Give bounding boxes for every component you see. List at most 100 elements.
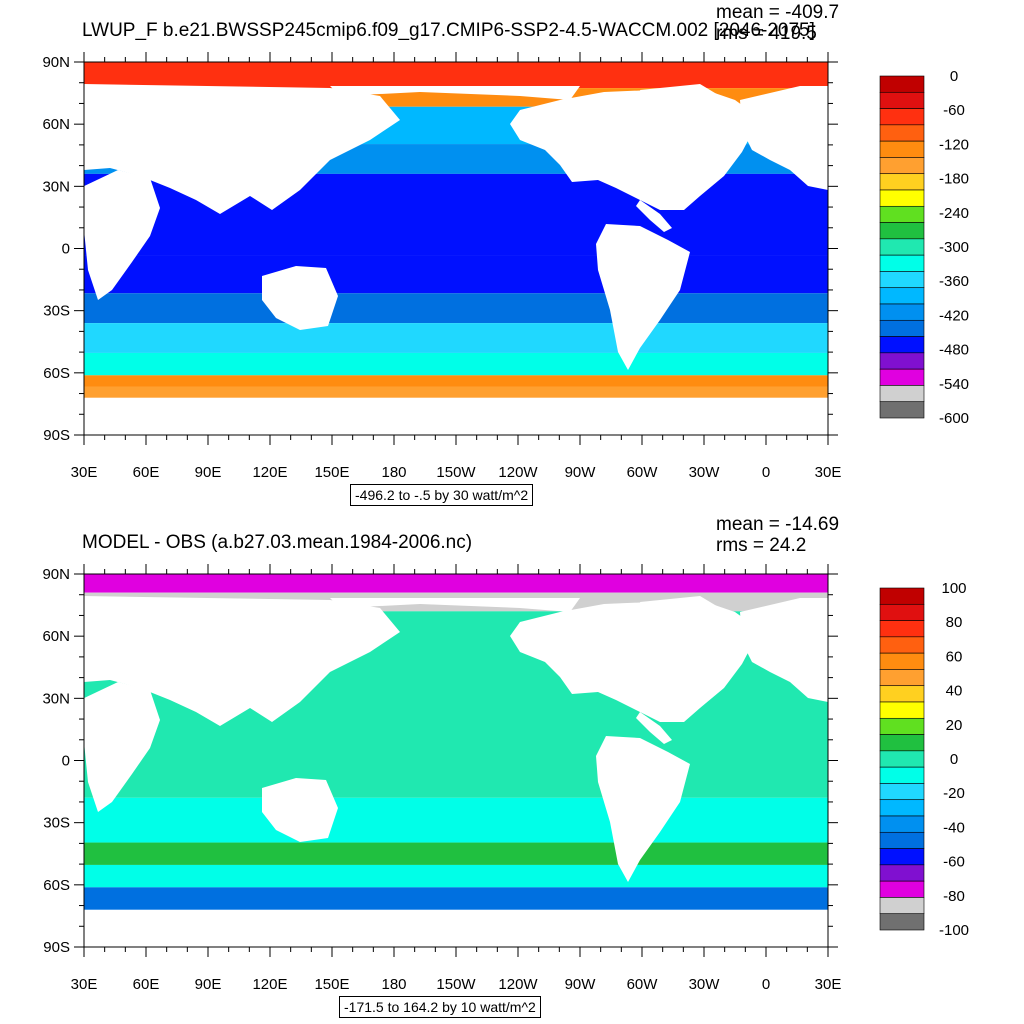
bottom-colorbar-swatch — [879, 880, 925, 898]
bottom-x-tick-label: 90W — [565, 976, 597, 993]
top-map-panel: 30E 60E 90E 120E 150E 180 150W 120W 90W 60W 30W 0 30… — [42, 2, 969, 506]
top-x-tick-label: 120W — [498, 464, 538, 481]
bottom-x-tick-label: 120W — [498, 976, 538, 993]
bottom-colorbar-swatch — [879, 587, 925, 605]
top-colorbar-swatch — [879, 401, 925, 419]
top-map-svg: 30E 60E 90E 120E 150E 180 150W 120W 90W 60W 30W 0 30… — [42, 52, 969, 481]
top-colorbar-label: 0 — [950, 68, 958, 85]
bottom-x-tick-label: 60W — [627, 976, 659, 993]
top-range-box: -496.2 to -.5 by 30 watt/m^2 — [350, 484, 534, 506]
bottom-y-tick-label: 60N — [42, 628, 70, 645]
bottom-x-tick-label: 0 — [762, 976, 770, 993]
top-colorbar-label: -60 — [943, 102, 965, 119]
top-land-shape — [640, 84, 720, 134]
bottom-x-tick-label: 30W — [689, 976, 721, 993]
bottom-colorbar-swatch — [879, 603, 925, 621]
top-field-band — [84, 255, 828, 294]
top-field-band — [84, 62, 828, 89]
top-colorbar-swatch — [879, 157, 925, 175]
bottom-land-shape — [596, 736, 690, 882]
bottom-field-band — [84, 574, 828, 593]
top-y-tick-label: 90S — [43, 427, 70, 444]
bottom-mean-label: mean = -14.69 — [716, 514, 840, 535]
top-mean-label: mean = -409.7 — [716, 2, 840, 23]
top-colorbar-label: -240 — [939, 205, 969, 222]
bottom-colorbar-label: 40 — [946, 683, 963, 700]
top-x-tick-label: 30E — [815, 464, 842, 481]
bottom-land-shape — [262, 778, 338, 842]
bottom-colorbar-label: -20 — [943, 785, 965, 802]
bottom-colorbar-swatch — [879, 734, 925, 752]
top-y-tick-label: 0 — [62, 241, 70, 258]
top-colorbar-swatch — [879, 238, 925, 256]
bottom-rms-label: rms = 24.2 — [716, 535, 807, 556]
top-x-tick-label: 30E — [71, 464, 98, 481]
top-colorbar-swatch — [879, 108, 925, 126]
top-field-band — [84, 375, 828, 387]
bottom-map-svg: 30E 60E 90E 120E 150E 180 150W 120W 90W 60W 30W 0 30… — [42, 564, 969, 993]
bottom-colorbar-label: 80 — [946, 614, 963, 631]
bottom-map-panel: 30E 60E 90E 120E 150E 180 150W 120W 90W 60W 30W 0 30… — [0, 512, 1024, 1024]
top-x-tick-label: 30W — [689, 464, 721, 481]
top-colorbar-swatch — [879, 140, 925, 158]
bottom-x-tick-label: 150W — [436, 976, 476, 993]
bottom-colorbar-swatch — [879, 897, 925, 915]
bottom-colorbar-swatch — [879, 815, 925, 833]
bottom-x-tick-label: 90E — [195, 976, 222, 993]
top-colorbar-swatch — [879, 222, 925, 240]
top-x-tick-label: 120E — [252, 464, 287, 481]
top-colorbar-swatch — [879, 385, 925, 403]
top-colorbar-swatch — [879, 75, 925, 93]
bottom-colorbar-swatch — [879, 669, 925, 687]
top-colorbar-label: -480 — [939, 342, 969, 359]
top-x-tick-label: 90W — [565, 464, 597, 481]
top-colorbar-swatch — [879, 91, 925, 109]
top-colorbar-swatch — [879, 352, 925, 370]
top-colorbar-label: -360 — [939, 273, 969, 290]
top-colorbar-swatch — [879, 319, 925, 337]
bottom-y-tick-label: 30S — [43, 815, 70, 832]
bottom-field-band — [84, 864, 828, 888]
top-colorbar-swatch — [879, 368, 925, 386]
bottom-field-band — [84, 797, 828, 843]
top-colorbar: 0 -60 -120 -180 -240 -300 -360 -420 -480 -540 -600 — [879, 68, 969, 427]
top-map-title: LWUP_F b.e21.BWSSP245cmip6.f09_g17.CMIP6… — [82, 20, 815, 41]
bottom-y-tick-label: 90N — [42, 566, 70, 583]
top-land-shape — [596, 224, 690, 370]
top-colorbar-swatch — [879, 254, 925, 272]
bottom-x-tick-label: 30E — [71, 976, 98, 993]
top-field-band — [84, 352, 828, 376]
top-y-tick-label: 60S — [43, 365, 70, 382]
top-colorbar-label: -300 — [939, 239, 969, 256]
bottom-land-shape — [330, 598, 580, 612]
top-x-tick-label: 0 — [762, 464, 770, 481]
bottom-land-shape — [740, 598, 828, 702]
bottom-x-tick-label: 30E — [815, 976, 842, 993]
top-land-mask — [80, 84, 828, 435]
bottom-colorbar-swatch — [879, 848, 925, 866]
top-field-band — [84, 293, 828, 324]
bottom-land-shape — [636, 712, 672, 744]
top-land-shape — [740, 86, 828, 190]
bottom-colorbar-label: 20 — [946, 717, 963, 734]
bottom-colorbar-swatch — [879, 717, 925, 735]
top-colorbar-label: -180 — [939, 171, 969, 188]
bottom-colorbar-swatch — [879, 831, 925, 849]
top-land-shape — [84, 400, 828, 435]
top-colorbar-swatch — [879, 205, 925, 223]
top-x-tick-label: 60E — [133, 464, 160, 481]
bottom-field-band — [84, 842, 828, 865]
top-field-band — [84, 323, 828, 353]
top-y-tick-label: 30N — [42, 178, 70, 195]
bottom-colorbar-swatch — [879, 783, 925, 801]
top-colorbar-swatch — [879, 287, 925, 305]
bottom-colorbar-swatch — [879, 701, 925, 719]
bottom-colorbar-swatch — [879, 636, 925, 654]
top-y-tick-label: 90N — [42, 54, 70, 71]
top-colorbar-swatch — [879, 124, 925, 142]
bottom-colorbar-swatch — [879, 685, 925, 703]
top-x-tick-label: 150E — [314, 464, 349, 481]
top-land-shape — [330, 86, 580, 100]
top-colorbar-label: -420 — [939, 307, 969, 324]
bottom-land-shape — [640, 596, 720, 646]
